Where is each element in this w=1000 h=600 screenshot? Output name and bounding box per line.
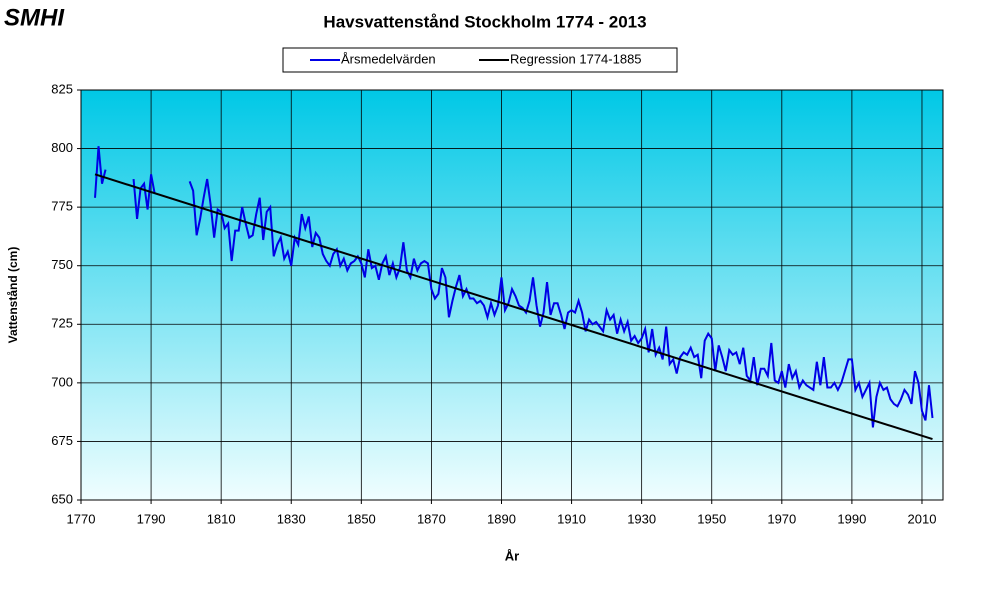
x-tick-label: 1850: [347, 511, 376, 526]
y-tick-label: 750: [51, 257, 73, 272]
y-axis-label: Vattenstånd (cm): [6, 247, 20, 344]
x-tick-label: 1950: [697, 511, 726, 526]
legend-label: Regression 1774-1885: [510, 51, 642, 66]
chart-title: Havsvattenstånd Stockholm 1774 - 2013: [323, 12, 646, 31]
x-axis-label: År: [505, 548, 519, 563]
y-tick-label: 725: [51, 316, 73, 331]
y-tick-label: 800: [51, 140, 73, 155]
y-tick-label: 650: [51, 491, 73, 506]
x-tick-label: 1870: [417, 511, 446, 526]
x-tick-label: 1770: [67, 511, 96, 526]
series-line: [94, 173, 933, 441]
legend-label: Årsmedelvärden: [341, 51, 436, 66]
x-tick-label: 1830: [277, 511, 306, 526]
y-tick-label: 775: [51, 199, 73, 214]
x-tick-label: 1910: [557, 511, 586, 526]
x-tick-label: 1930: [627, 511, 656, 526]
y-tick-label: 825: [51, 81, 73, 96]
x-tick-label: 1970: [767, 511, 796, 526]
plot-border: [80, 89, 944, 501]
x-tick-label: 1790: [137, 511, 166, 526]
x-tick-label: 1890: [487, 511, 516, 526]
y-tick-label: 675: [51, 433, 73, 448]
x-tick-label: 1810: [207, 511, 236, 526]
logo: SMHI: [4, 4, 65, 31]
plot-area: [81, 90, 943, 500]
x-tick-label: 2010: [908, 511, 937, 526]
x-tick-label: 1990: [837, 511, 866, 526]
y-tick-label: 700: [51, 374, 73, 389]
